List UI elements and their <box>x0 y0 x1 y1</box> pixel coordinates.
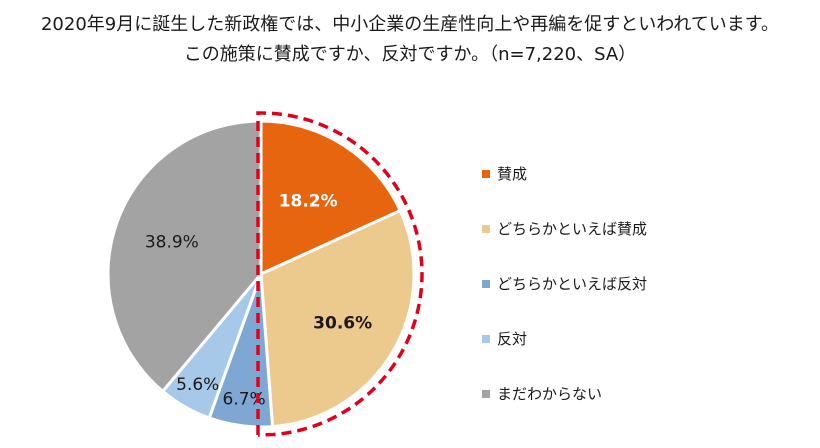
pie-slice-4 <box>106 119 263 393</box>
legend-item-4: まだわからない <box>482 366 647 421</box>
pie-slice-0 <box>259 119 402 276</box>
chart-legend: 賛成どちらかといえば賛成 どちらかといえば反対 反対まだわからない <box>482 146 647 421</box>
legend-label-0: 賛成 <box>497 165 528 183</box>
legend-swatch-4 <box>482 389 490 398</box>
legend-item-1: どちらかといえば賛成 <box>482 201 647 256</box>
slice-label-0: 18.2% <box>279 192 338 212</box>
chart-title-line-2: この施策に賛成ですか、反対ですか。（n=7,220、SA） <box>183 44 637 65</box>
highlight-outline <box>256 111 424 437</box>
pie-slice-1 <box>259 209 416 429</box>
legend-item-0: 賛成 <box>482 146 647 201</box>
legend-swatch-3 <box>482 334 490 343</box>
legend-item-2: どちらかといえば反対 <box>482 256 647 311</box>
legend-label-1: どちらかといえば賛成 <box>497 220 648 238</box>
legend-label-4: まだわからない <box>497 385 603 403</box>
legend-label-2: どちらかといえば反対 <box>497 275 648 293</box>
legend-swatch-1 <box>482 224 490 233</box>
slice-label-2: 6.7% <box>223 389 266 409</box>
slice-label-1: 30.6% <box>313 313 372 333</box>
legend-item-3: 反対 <box>482 311 647 366</box>
slice-label-4: 38.9% <box>145 233 199 253</box>
chart-title: 2020年9月に誕生した新政権では、中小企業の生産性向上や再編を促すといわれてい… <box>0 10 820 70</box>
chart-title-line-1: 2020年9月に誕生した新政権では、中小企業の生産性向上や再編を促すといわれてい… <box>40 14 780 35</box>
legend-label-3: 反対 <box>497 330 528 348</box>
slice-label-3: 5.6% <box>176 375 219 395</box>
legend-swatch-0 <box>482 169 490 178</box>
legend-swatch-2 <box>482 279 490 288</box>
